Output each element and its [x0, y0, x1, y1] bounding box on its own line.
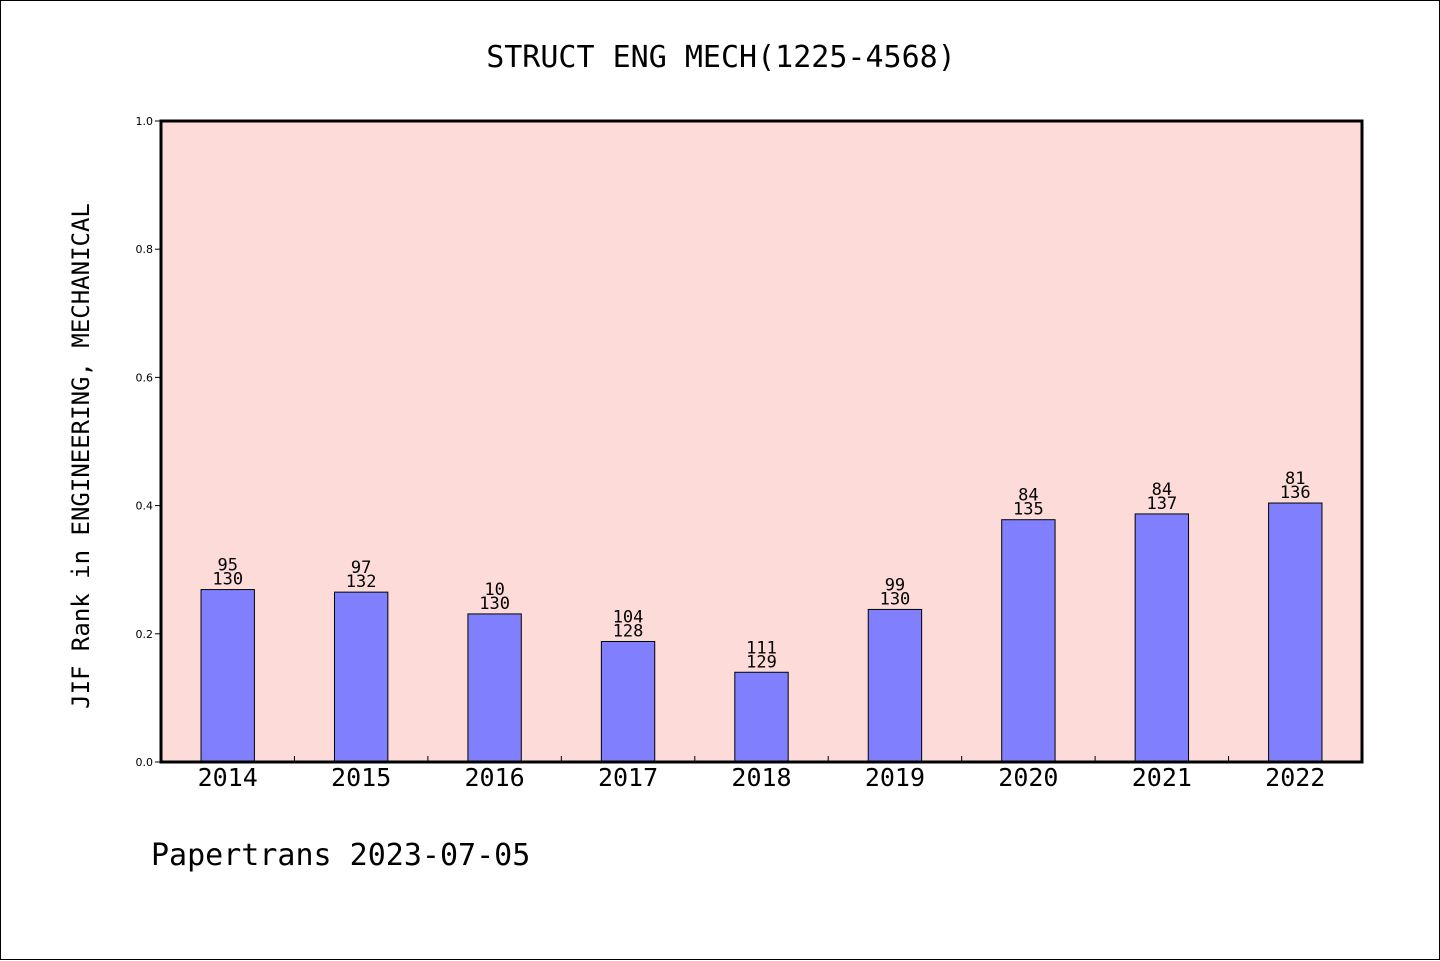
x-tick-label: 2014	[198, 763, 258, 792]
bar	[467, 613, 522, 763]
chart-title: STRUCT ENG MECH(1225-4568)	[486, 40, 956, 75]
y-tick-label: 0.2	[136, 628, 154, 641]
bar-rank-label: 81	[1285, 469, 1305, 489]
bar-rank-label: 104	[613, 607, 644, 627]
x-tick-label: 2020	[998, 763, 1058, 792]
y-tick-label: 0.0	[136, 756, 154, 769]
x-tick-label: 2015	[331, 763, 391, 792]
bar-total-label: 130	[479, 594, 510, 614]
bar-rank-label: 95	[217, 556, 237, 576]
bar-rank-label: 84	[1152, 480, 1172, 500]
bar-rank-label: 10	[484, 580, 504, 600]
y-axis-label: JIF Rank in ENGINEERING, MECHANICAL	[67, 203, 95, 709]
bar	[1001, 519, 1056, 763]
footer-text: Papertrans 2023-07-05	[151, 838, 530, 873]
bar	[734, 671, 789, 763]
y-tick-label: 0.4	[136, 500, 154, 513]
y-tick-label: 0.6	[136, 371, 154, 384]
bar-rank-label: 111	[746, 638, 777, 658]
bar	[600, 640, 656, 763]
bar-total-label: 130	[212, 570, 243, 590]
x-tick-label: 2022	[1265, 763, 1325, 792]
bar-total-label: 129	[746, 652, 777, 672]
x-tick-label: 2016	[465, 763, 525, 792]
bar	[867, 608, 923, 763]
x-tick-label: 2017	[598, 763, 658, 792]
bar	[1268, 502, 1323, 763]
bar-rank-label: 84	[1018, 486, 1038, 506]
bar-total-label: 132	[346, 572, 377, 592]
y-tick-label: 1.0	[136, 115, 154, 128]
plot-area: 0.00.20.40.60.81.09513020149713220151013…	[136, 115, 1364, 792]
plot-border	[159, 119, 1364, 764]
bar	[200, 589, 255, 763]
bar-rank-label: 97	[351, 558, 371, 578]
bar	[1134, 513, 1190, 763]
y-tick-label: 0.8	[136, 243, 154, 256]
bar-total-label: 128	[613, 621, 644, 641]
bar-rank-label: 99	[885, 575, 905, 595]
x-tick-label: 2021	[1132, 763, 1192, 792]
bar-total-label: 135	[1013, 500, 1044, 520]
bar-total-label: 130	[880, 589, 911, 609]
x-tick-label: 2019	[865, 763, 925, 792]
bar	[333, 591, 389, 763]
x-tick-label: 2018	[731, 763, 791, 792]
bar-total-label: 136	[1280, 483, 1311, 503]
bar-total-label: 137	[1146, 494, 1177, 514]
